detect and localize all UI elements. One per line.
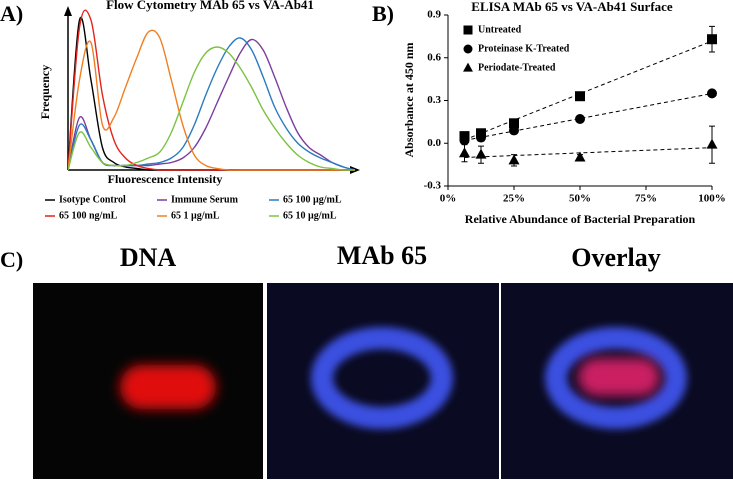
panel-a: A) Flow Cytometry MAb 65 vs VA-Ab41 Fluo… xyxy=(0,0,360,221)
x-axis-label: Relative Abundance of Bacterial Preparat… xyxy=(465,212,696,226)
marker xyxy=(575,91,585,102)
mab-stain xyxy=(545,327,687,429)
panel-b: B) ELISA MAb 65 vs VA-Ab41 Surface Relat… xyxy=(372,0,726,226)
marker xyxy=(508,154,520,165)
legend-label: 65 100 µg/mL xyxy=(283,194,342,205)
x-tick-label: 75% xyxy=(635,193,657,205)
marker xyxy=(575,114,585,125)
marker xyxy=(509,125,519,136)
histogram-line xyxy=(68,38,356,171)
legend-label: 65 100 ng/mL xyxy=(59,210,118,221)
marker xyxy=(574,151,586,162)
chart-title: Flow Cytometry MAb 65 vs VA-Ab41 xyxy=(106,0,314,12)
marker xyxy=(707,88,717,99)
axis-arrow xyxy=(64,6,72,16)
marker xyxy=(463,44,473,54)
legend-label: Immune Serum xyxy=(171,194,239,205)
x-axis-label: Fluorescence Intensity xyxy=(108,172,223,186)
marker xyxy=(707,34,717,45)
x-tick-label: 0% xyxy=(440,193,457,205)
legend-label: Isotype Control xyxy=(59,194,126,205)
histogram-line xyxy=(68,16,355,171)
trend-line xyxy=(464,40,713,141)
image-title: DNA xyxy=(120,243,177,272)
image-title: Overlay xyxy=(571,243,661,272)
marker xyxy=(459,135,470,146)
marker xyxy=(463,62,473,72)
panel-c: C) DNA MAb 65 Overlay xyxy=(0,241,733,479)
marker xyxy=(476,132,486,143)
histogram-line xyxy=(68,29,355,171)
marker xyxy=(463,25,473,35)
chart-title: ELISA MAb 65 vs VA-Ab41 Surface xyxy=(471,0,673,14)
legend-label: Proteinase K-Treated xyxy=(478,43,570,54)
marker xyxy=(509,118,519,129)
y-axis-label: Frequency xyxy=(38,65,52,119)
dna-stain xyxy=(578,358,660,396)
micrograph xyxy=(267,283,499,479)
x-tick-label: 100% xyxy=(698,193,726,205)
histogram-line xyxy=(68,46,356,171)
trend-line xyxy=(464,147,713,158)
legend-label: Periodate-Treated xyxy=(478,62,556,73)
legend-label: 65 10 µg/mL xyxy=(283,210,337,221)
marker xyxy=(475,148,487,159)
panel-label: A) xyxy=(0,1,23,26)
y-tick-label: 0.3 xyxy=(427,94,441,106)
trend-line xyxy=(464,93,713,141)
plot-area xyxy=(68,9,356,171)
image-title: MAb 65 xyxy=(337,241,427,270)
y-tick-label: 0.9 xyxy=(427,9,441,21)
histogram-line xyxy=(68,9,355,171)
x-tick-label: 25% xyxy=(503,193,525,205)
panel-label: B) xyxy=(372,1,394,26)
y-axis-label: Absorbance at 450 nm xyxy=(402,42,416,157)
y-tick-label: -0.3 xyxy=(424,180,442,192)
y-tick-label: 0.0 xyxy=(427,137,441,149)
legend-label: Untreated xyxy=(478,24,522,35)
dna-stain xyxy=(120,365,216,409)
mab-stain xyxy=(311,327,453,429)
panel-label: C) xyxy=(0,247,23,272)
y-tick-label: 0.6 xyxy=(427,51,441,63)
marker xyxy=(706,138,718,149)
marker xyxy=(459,147,470,158)
legend-label: 65 1 µg/mL xyxy=(171,210,220,221)
x-tick-label: 50% xyxy=(569,193,591,205)
